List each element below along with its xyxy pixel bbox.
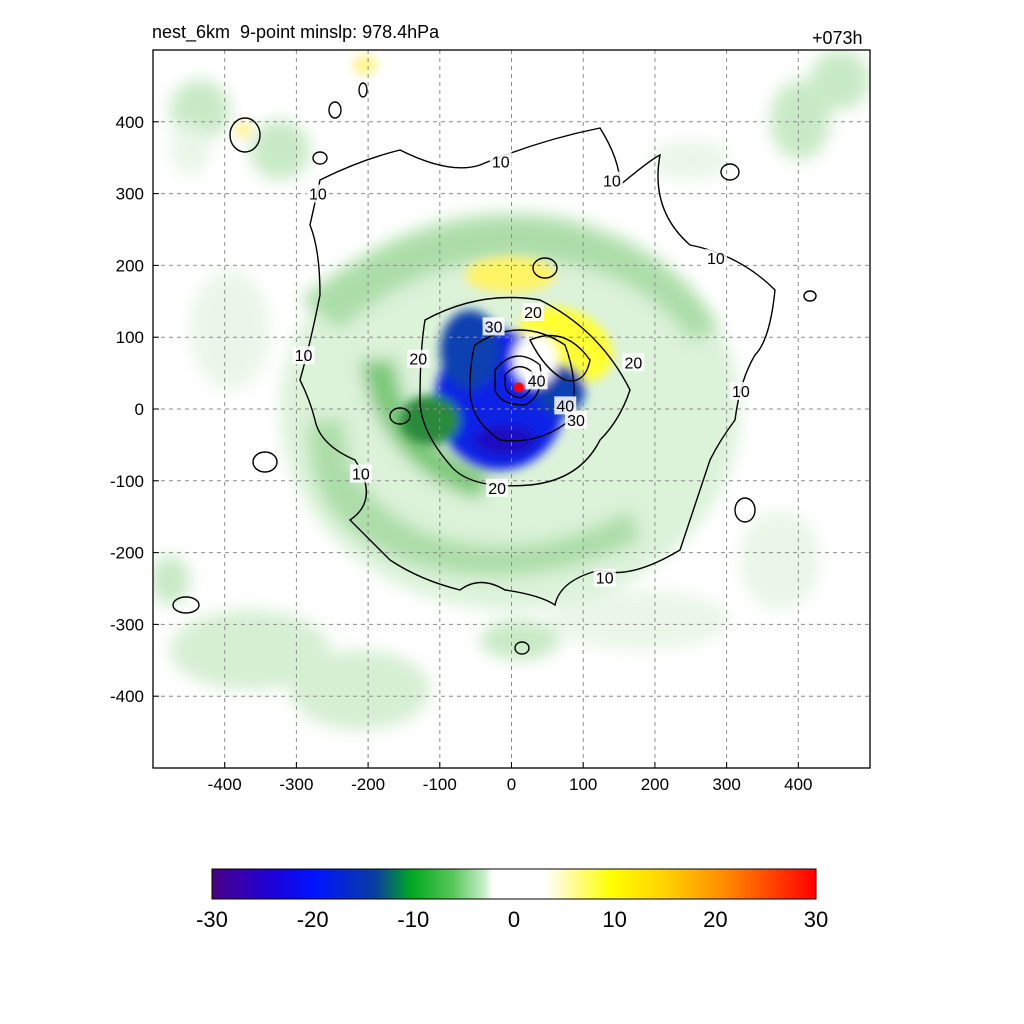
contour-30 bbox=[469, 329, 575, 442]
contour-label-bg bbox=[522, 303, 545, 322]
contour-label-bg bbox=[292, 346, 315, 365]
x-tick-label: 300 bbox=[712, 775, 740, 794]
colorbar-tick-label: 30 bbox=[804, 907, 828, 932]
colorbar-tick-label: 20 bbox=[703, 907, 727, 932]
contour-label-text: 40 bbox=[556, 398, 574, 415]
forecast-hour-label: +073h bbox=[812, 28, 863, 48]
contour-label-text: 10 bbox=[732, 384, 750, 401]
y-axis-ticks: 400 300 200 100 0 -100 -200 -300 -400 bbox=[110, 113, 159, 706]
contour-label-text: 10 bbox=[596, 571, 614, 588]
contour-label-text: 10 bbox=[352, 467, 370, 484]
x-tick-label: -300 bbox=[279, 775, 313, 794]
contour-label: 10 bbox=[489, 152, 512, 171]
contour-label: 20 bbox=[622, 353, 645, 372]
contour-label-bg bbox=[482, 317, 505, 336]
contour-label-text: 10 bbox=[603, 174, 621, 191]
contour-label: 20 bbox=[486, 478, 509, 498]
contour-label-text: 20 bbox=[524, 305, 542, 322]
y-tick-label: 0 bbox=[135, 400, 144, 419]
contour-label: 40 bbox=[525, 371, 548, 390]
contour-label-bg bbox=[565, 410, 588, 429]
contour-label: 10 bbox=[593, 568, 616, 588]
contour-40b bbox=[504, 366, 534, 399]
y-tick-label: 400 bbox=[116, 113, 144, 132]
storm-center-marker bbox=[513, 382, 524, 393]
contour-label: 10 bbox=[306, 184, 329, 204]
chart-title: nest_6km 9-point minslp: 978.4hPa bbox=[152, 22, 440, 42]
contour-label: 30 bbox=[482, 317, 505, 336]
contour-20 bbox=[419, 296, 631, 487]
contour-label-text: 30 bbox=[485, 319, 503, 336]
contour-label-bg bbox=[704, 249, 727, 268]
contour-label-bg bbox=[489, 152, 512, 171]
colorbar bbox=[211, 868, 817, 900]
x-tick-label: 400 bbox=[784, 775, 812, 794]
y-tick-label: 100 bbox=[116, 328, 144, 347]
contour-label-bg bbox=[593, 568, 616, 587]
y-tick-label: -200 bbox=[110, 544, 144, 563]
contour-label: 20 bbox=[407, 349, 430, 369]
contour-label-text: 40 bbox=[528, 373, 546, 390]
contour-label-text: 10 bbox=[295, 348, 313, 365]
x-tick-label: 0 bbox=[507, 775, 516, 794]
contour-label-bg bbox=[600, 171, 623, 190]
y-tick-label: -300 bbox=[110, 615, 144, 634]
contour-label: 20 bbox=[522, 303, 545, 322]
contour-label: 30 bbox=[565, 410, 588, 430]
contour-label-text: 10 bbox=[707, 251, 725, 268]
contour-label-text: 20 bbox=[624, 355, 642, 372]
shaded-field bbox=[153, 50, 870, 730]
x-axis-ticks: -400 -300 -200 -100 0 100 200 300 400 bbox=[208, 762, 812, 794]
contour-10 bbox=[299, 127, 776, 607]
colorbar-tick-label: -20 bbox=[297, 907, 329, 932]
contour-label-bg bbox=[486, 478, 509, 497]
colorbar-tick-label: -10 bbox=[397, 907, 429, 932]
colorbar-ticks: -30 -20 -10 0 10 20 30 bbox=[196, 907, 828, 932]
storm-center-layer bbox=[513, 382, 524, 393]
contour-label-bg bbox=[349, 464, 372, 483]
contour-label-bg bbox=[407, 349, 430, 368]
y-tick-label: -400 bbox=[110, 687, 144, 706]
contour-label-text: 20 bbox=[409, 352, 427, 369]
contour-label: 10 bbox=[729, 382, 752, 401]
colorbar-tick-label: -30 bbox=[196, 907, 228, 932]
contour-40a bbox=[494, 355, 542, 406]
x-tick-label: -200 bbox=[351, 775, 385, 794]
contour-lines bbox=[172, 82, 817, 655]
contour-label: 10 bbox=[349, 464, 372, 484]
contour-label-bg bbox=[729, 382, 752, 401]
contour-label-bg bbox=[554, 396, 577, 415]
colorbar-tick-label: 0 bbox=[508, 907, 520, 932]
contour-label-bg bbox=[306, 184, 329, 203]
y-tick-label: -100 bbox=[110, 472, 144, 491]
contour-label: 40 bbox=[554, 396, 577, 415]
contour-label: 10 bbox=[292, 346, 315, 365]
contour-label-bg bbox=[622, 353, 645, 372]
y-tick-label: 300 bbox=[116, 185, 144, 204]
contour-label-text: 10 bbox=[492, 154, 510, 171]
contour-label: 10 bbox=[704, 249, 727, 268]
contour-label-text: 20 bbox=[488, 481, 506, 498]
colorbar-tick-label: 10 bbox=[602, 907, 626, 932]
x-tick-label: 200 bbox=[641, 775, 669, 794]
contour-label-text: 10 bbox=[309, 187, 327, 204]
contour-label-text: 30 bbox=[567, 413, 585, 430]
x-tick-label: -400 bbox=[208, 775, 242, 794]
contour-40c bbox=[529, 334, 591, 382]
contour-label: 10 bbox=[600, 171, 623, 191]
x-tick-label: 100 bbox=[569, 775, 597, 794]
y-tick-label: 200 bbox=[116, 256, 144, 275]
contour-label-bg bbox=[525, 371, 548, 390]
x-tick-label: -100 bbox=[423, 775, 457, 794]
